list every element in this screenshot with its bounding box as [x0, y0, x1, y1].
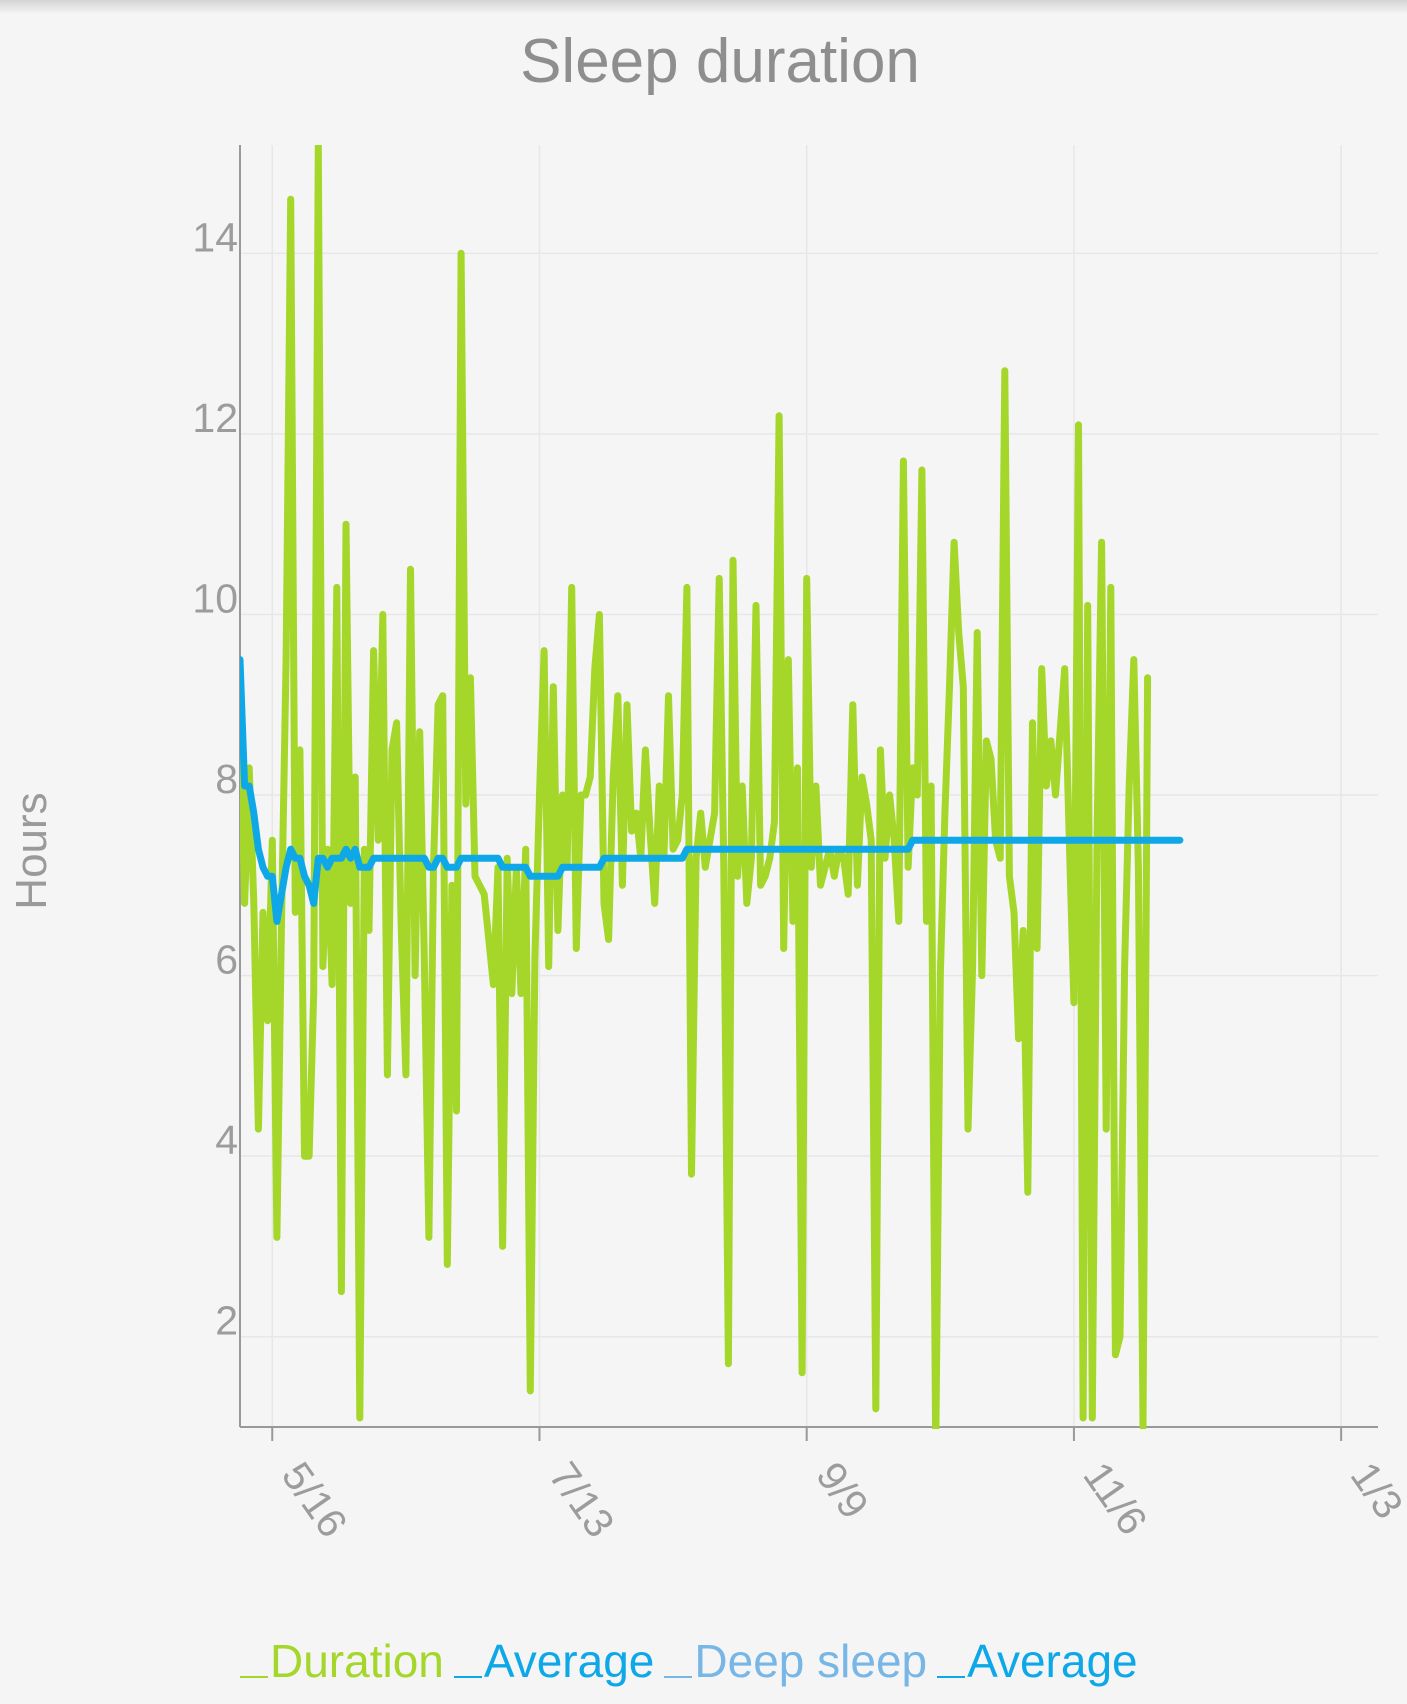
legend-swatch-deep-sleep	[664, 1676, 693, 1678]
legend-item-deep-sleep[interactable]: Deep sleep	[664, 1634, 927, 1688]
legend-swatch-duration	[240, 1676, 268, 1678]
y-tick-label-6: 6	[215, 937, 238, 983]
x-tick-label-7-13: 7/13	[540, 1454, 623, 1546]
series-line-duration	[240, 145, 1152, 1429]
x-tick-label-5-16: 5/16	[273, 1454, 356, 1546]
sleep-duration-chart: 2 4 6 8 10 12 14 5/16 7/13 9/9 11/6 1/3	[192, 145, 1407, 1546]
y-tick-label-12: 12	[192, 395, 238, 441]
series-line-average	[240, 656, 1184, 925]
legend-item-deep-average[interactable]: Average	[937, 1634, 1138, 1688]
legend-label-duration: Duration	[270, 1635, 444, 1687]
legend-swatch-deep-average	[937, 1676, 966, 1678]
legend-label-deep-average: Average	[967, 1635, 1138, 1687]
y-tick-labels: 2 4 6 8 10 12 14	[192, 214, 238, 1343]
series-lines	[240, 145, 1184, 1429]
x-tick-label-11-6: 11/6	[1075, 1454, 1157, 1543]
x-tick-label-1-3: 1/3	[1342, 1454, 1407, 1527]
top-shadow	[0, 0, 1407, 14]
x-tick-labels: 5/16 7/13 9/9 11/6 1/3	[273, 1454, 1407, 1546]
y-tick-label-8: 8	[215, 756, 238, 802]
x-tick-label-9-9: 9/9	[807, 1454, 877, 1527]
legend-label-deep-sleep: Deep sleep	[694, 1635, 928, 1687]
legend: Duration Average Deep sleep Average	[240, 1628, 1148, 1688]
chart-title: Sleep duration	[520, 27, 920, 96]
y-tick-label-14: 14	[192, 214, 238, 260]
legend-item-duration[interactable]: Duration	[240, 1634, 444, 1688]
legend-swatch-average	[453, 1676, 482, 1678]
y-tick-label-2: 2	[215, 1298, 238, 1344]
gridlines	[240, 145, 1378, 1427]
y-tick-label-4: 4	[215, 1117, 238, 1163]
y-tick-label-10: 10	[192, 575, 238, 621]
legend-item-average[interactable]: Average	[453, 1634, 655, 1688]
legend-label-average: Average	[483, 1635, 655, 1687]
